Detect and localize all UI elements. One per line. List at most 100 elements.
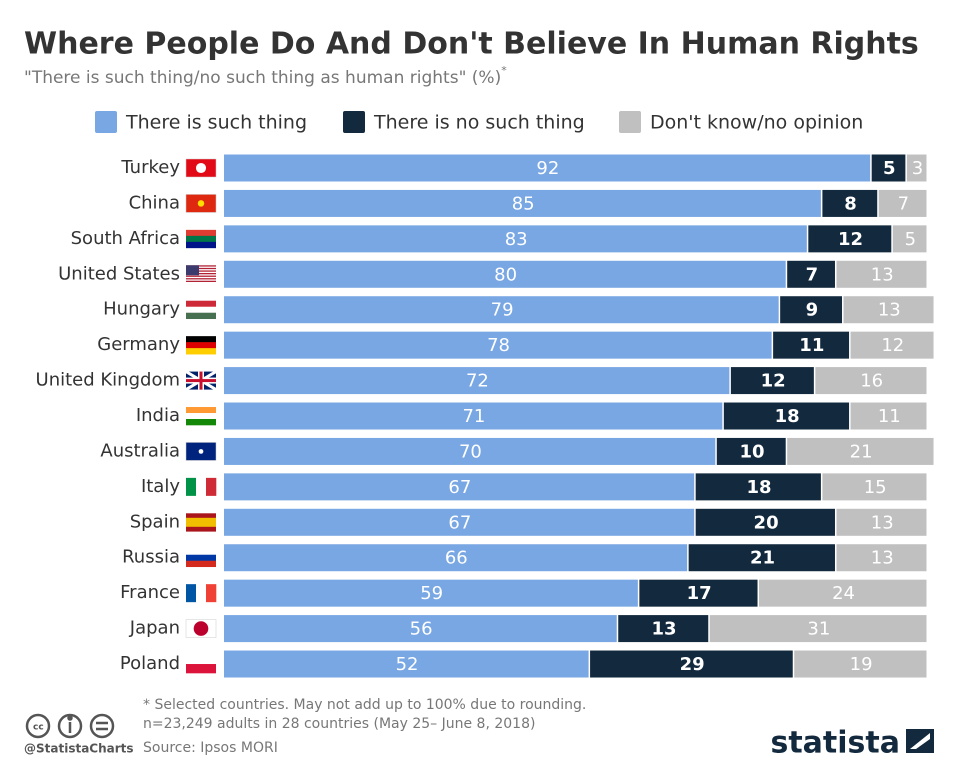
- category-label: United Kingdom: [36, 370, 180, 391]
- bar-segment: [780, 296, 843, 324]
- bar-segment: [822, 189, 878, 217]
- flag: [185, 619, 217, 638]
- category-label: Japan: [129, 618, 180, 639]
- category-label: Russia: [122, 547, 180, 568]
- flag-stripe: [186, 273, 216, 275]
- bar-segment: [709, 615, 927, 643]
- value-label: 31: [807, 619, 830, 640]
- category-label: Germany: [97, 334, 180, 355]
- value-label: 24: [832, 583, 855, 604]
- legend-swatch: [343, 111, 365, 133]
- flag: [186, 477, 217, 496]
- flag-stripe: [186, 348, 216, 355]
- value-label: 12: [761, 371, 786, 392]
- flag-stripe: [186, 513, 216, 519]
- flag-stripe: [186, 270, 216, 272]
- flag-emblem: [198, 449, 204, 454]
- flag: [185, 370, 217, 391]
- flag: [186, 229, 216, 249]
- bar-segment: [224, 225, 807, 253]
- value-label: 15: [864, 477, 887, 498]
- bar-segment: [224, 331, 772, 359]
- subtitle-text: "There is such thing/no such thing as hu…: [24, 68, 501, 88]
- value-label: 3: [912, 158, 923, 179]
- value-label: 12: [838, 229, 863, 250]
- legend-label: Don't know/no opinion: [650, 112, 863, 134]
- flag-stripe: [186, 517, 216, 523]
- flag-stripe: [186, 560, 216, 568]
- bar-segment: [730, 367, 814, 395]
- flag-cross: [186, 379, 216, 383]
- flag: [186, 655, 216, 674]
- flag: [186, 407, 216, 426]
- bar-segment: [723, 402, 850, 430]
- flag-canton: [186, 265, 199, 276]
- category-label: Spain: [130, 511, 180, 532]
- flag-stripe: [196, 584, 207, 603]
- value-label: 29: [680, 654, 705, 675]
- value-label: 19: [850, 654, 873, 675]
- flag: [186, 336, 216, 355]
- chart-title: Where People Do And Don't Believe In Hum…: [24, 27, 919, 62]
- category-label: United States: [58, 263, 180, 284]
- bar-segment: [590, 650, 793, 678]
- category-label: Poland: [120, 653, 180, 674]
- bar-segment: [224, 437, 716, 465]
- value-label: 85: [512, 193, 535, 214]
- bar-segment: [639, 579, 758, 607]
- bar-segment: [822, 473, 927, 501]
- flag: [185, 194, 217, 213]
- flag-stripe: [186, 265, 216, 267]
- value-label: 17: [687, 583, 712, 604]
- value-label: 11: [878, 406, 901, 427]
- value-label: 7: [806, 264, 819, 285]
- value-label: 83: [505, 229, 528, 250]
- flag-stripe: [186, 306, 216, 314]
- bar-segment: [688, 544, 835, 572]
- flag-stripe: [186, 312, 216, 320]
- bar-segment: [224, 402, 723, 430]
- value-label: 66: [445, 548, 468, 569]
- bar-segment: [224, 154, 871, 182]
- flag-stripe: [186, 413, 216, 420]
- bar-segment: [906, 154, 927, 182]
- footnote: n=23,249 adults in 28 countries (May 25–…: [143, 716, 535, 732]
- value-label: 8: [844, 193, 857, 214]
- flag-stripe: [186, 584, 197, 603]
- category-label: South Africa: [71, 228, 180, 249]
- license-icons: [25, 713, 115, 739]
- bar-segment: [224, 260, 786, 288]
- source: Source: Ipsos MORI: [143, 740, 278, 756]
- flag-stripe: [186, 336, 216, 343]
- category-label: Hungary: [103, 299, 180, 320]
- legend-swatch: [619, 111, 641, 133]
- flag: [185, 442, 217, 461]
- bar-segment: [850, 331, 934, 359]
- value-label: 5: [905, 229, 916, 250]
- legend-label: There is such thing: [125, 112, 307, 134]
- chart-subtitle: "There is such thing/no such thing as hu…: [24, 64, 507, 88]
- flag-stripe: [196, 477, 207, 496]
- value-label: 11: [799, 335, 824, 356]
- handle: @StatistaCharts: [24, 742, 134, 756]
- bar-segment: [808, 225, 892, 253]
- bar-segment: [787, 260, 835, 288]
- value-label: 72: [466, 371, 489, 392]
- bar-segment: [787, 437, 934, 465]
- value-label: 70: [459, 441, 482, 462]
- bar-segment: [224, 367, 730, 395]
- brand: statista: [770, 726, 900, 761]
- bar-segment: [224, 650, 589, 678]
- value-label: 80: [494, 264, 517, 285]
- bar-segment: [836, 260, 927, 288]
- value-label: 71: [462, 406, 485, 427]
- bar-segment: [695, 508, 835, 536]
- bar-segment: [843, 296, 934, 324]
- value-label: 67: [448, 512, 471, 533]
- value-label: 59: [420, 583, 443, 604]
- bar-segment: [224, 473, 695, 501]
- value-label: 92: [536, 158, 559, 179]
- flag-stripe: [186, 275, 216, 277]
- value-label: 13: [871, 512, 894, 533]
- value-label: 18: [775, 406, 800, 427]
